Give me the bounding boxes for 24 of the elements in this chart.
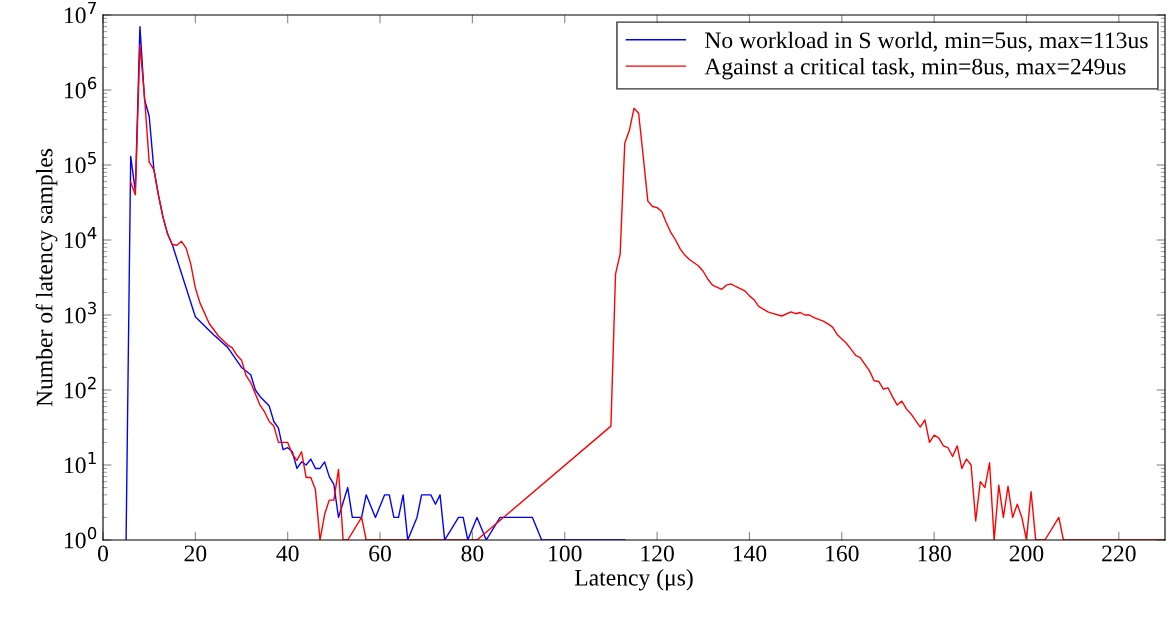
legend-label: Against a critical task, min=8us, max=249us	[704, 57, 1126, 80]
y-tick-label: 10$^{6}$	[65, 76, 97, 99]
x-tick-label: 80	[461, 545, 484, 562]
x-tick-label: 140	[733, 545, 767, 562]
x-tick-label: 160	[826, 545, 859, 562]
x-axis-title: Latency (μs)	[574, 569, 693, 591]
x-tick-label: 180	[918, 545, 951, 562]
x-tick-label: 40	[276, 545, 299, 562]
x-tick-label: 220	[1102, 545, 1136, 562]
y-tick-label: 10$^{3}$	[65, 301, 96, 324]
x-tick-label: 100	[549, 545, 582, 562]
x-tick-label: 200	[1009, 545, 1044, 562]
y-tick-label: 10$^{7}$	[65, 1, 96, 24]
y-axis-title: Number of latency samples	[35, 148, 58, 407]
x-tick-label: 60	[369, 545, 391, 562]
x-tick-label: 20	[184, 545, 207, 562]
x-tick-label: 0	[98, 545, 108, 562]
legend-label: No workload in S world, min=5us, max=113us	[704, 31, 1148, 52]
y-tick-label: 10$^{1}$	[65, 451, 96, 474]
y-tick-label: 10$^{5}$	[65, 151, 96, 174]
x-tick-label: 120	[641, 545, 674, 562]
y-tick-label: 10$^{0}$	[65, 526, 97, 549]
y-tick-label: 10$^{2}$	[65, 376, 96, 399]
y-tick-label: 10$^{4}$	[65, 226, 97, 249]
